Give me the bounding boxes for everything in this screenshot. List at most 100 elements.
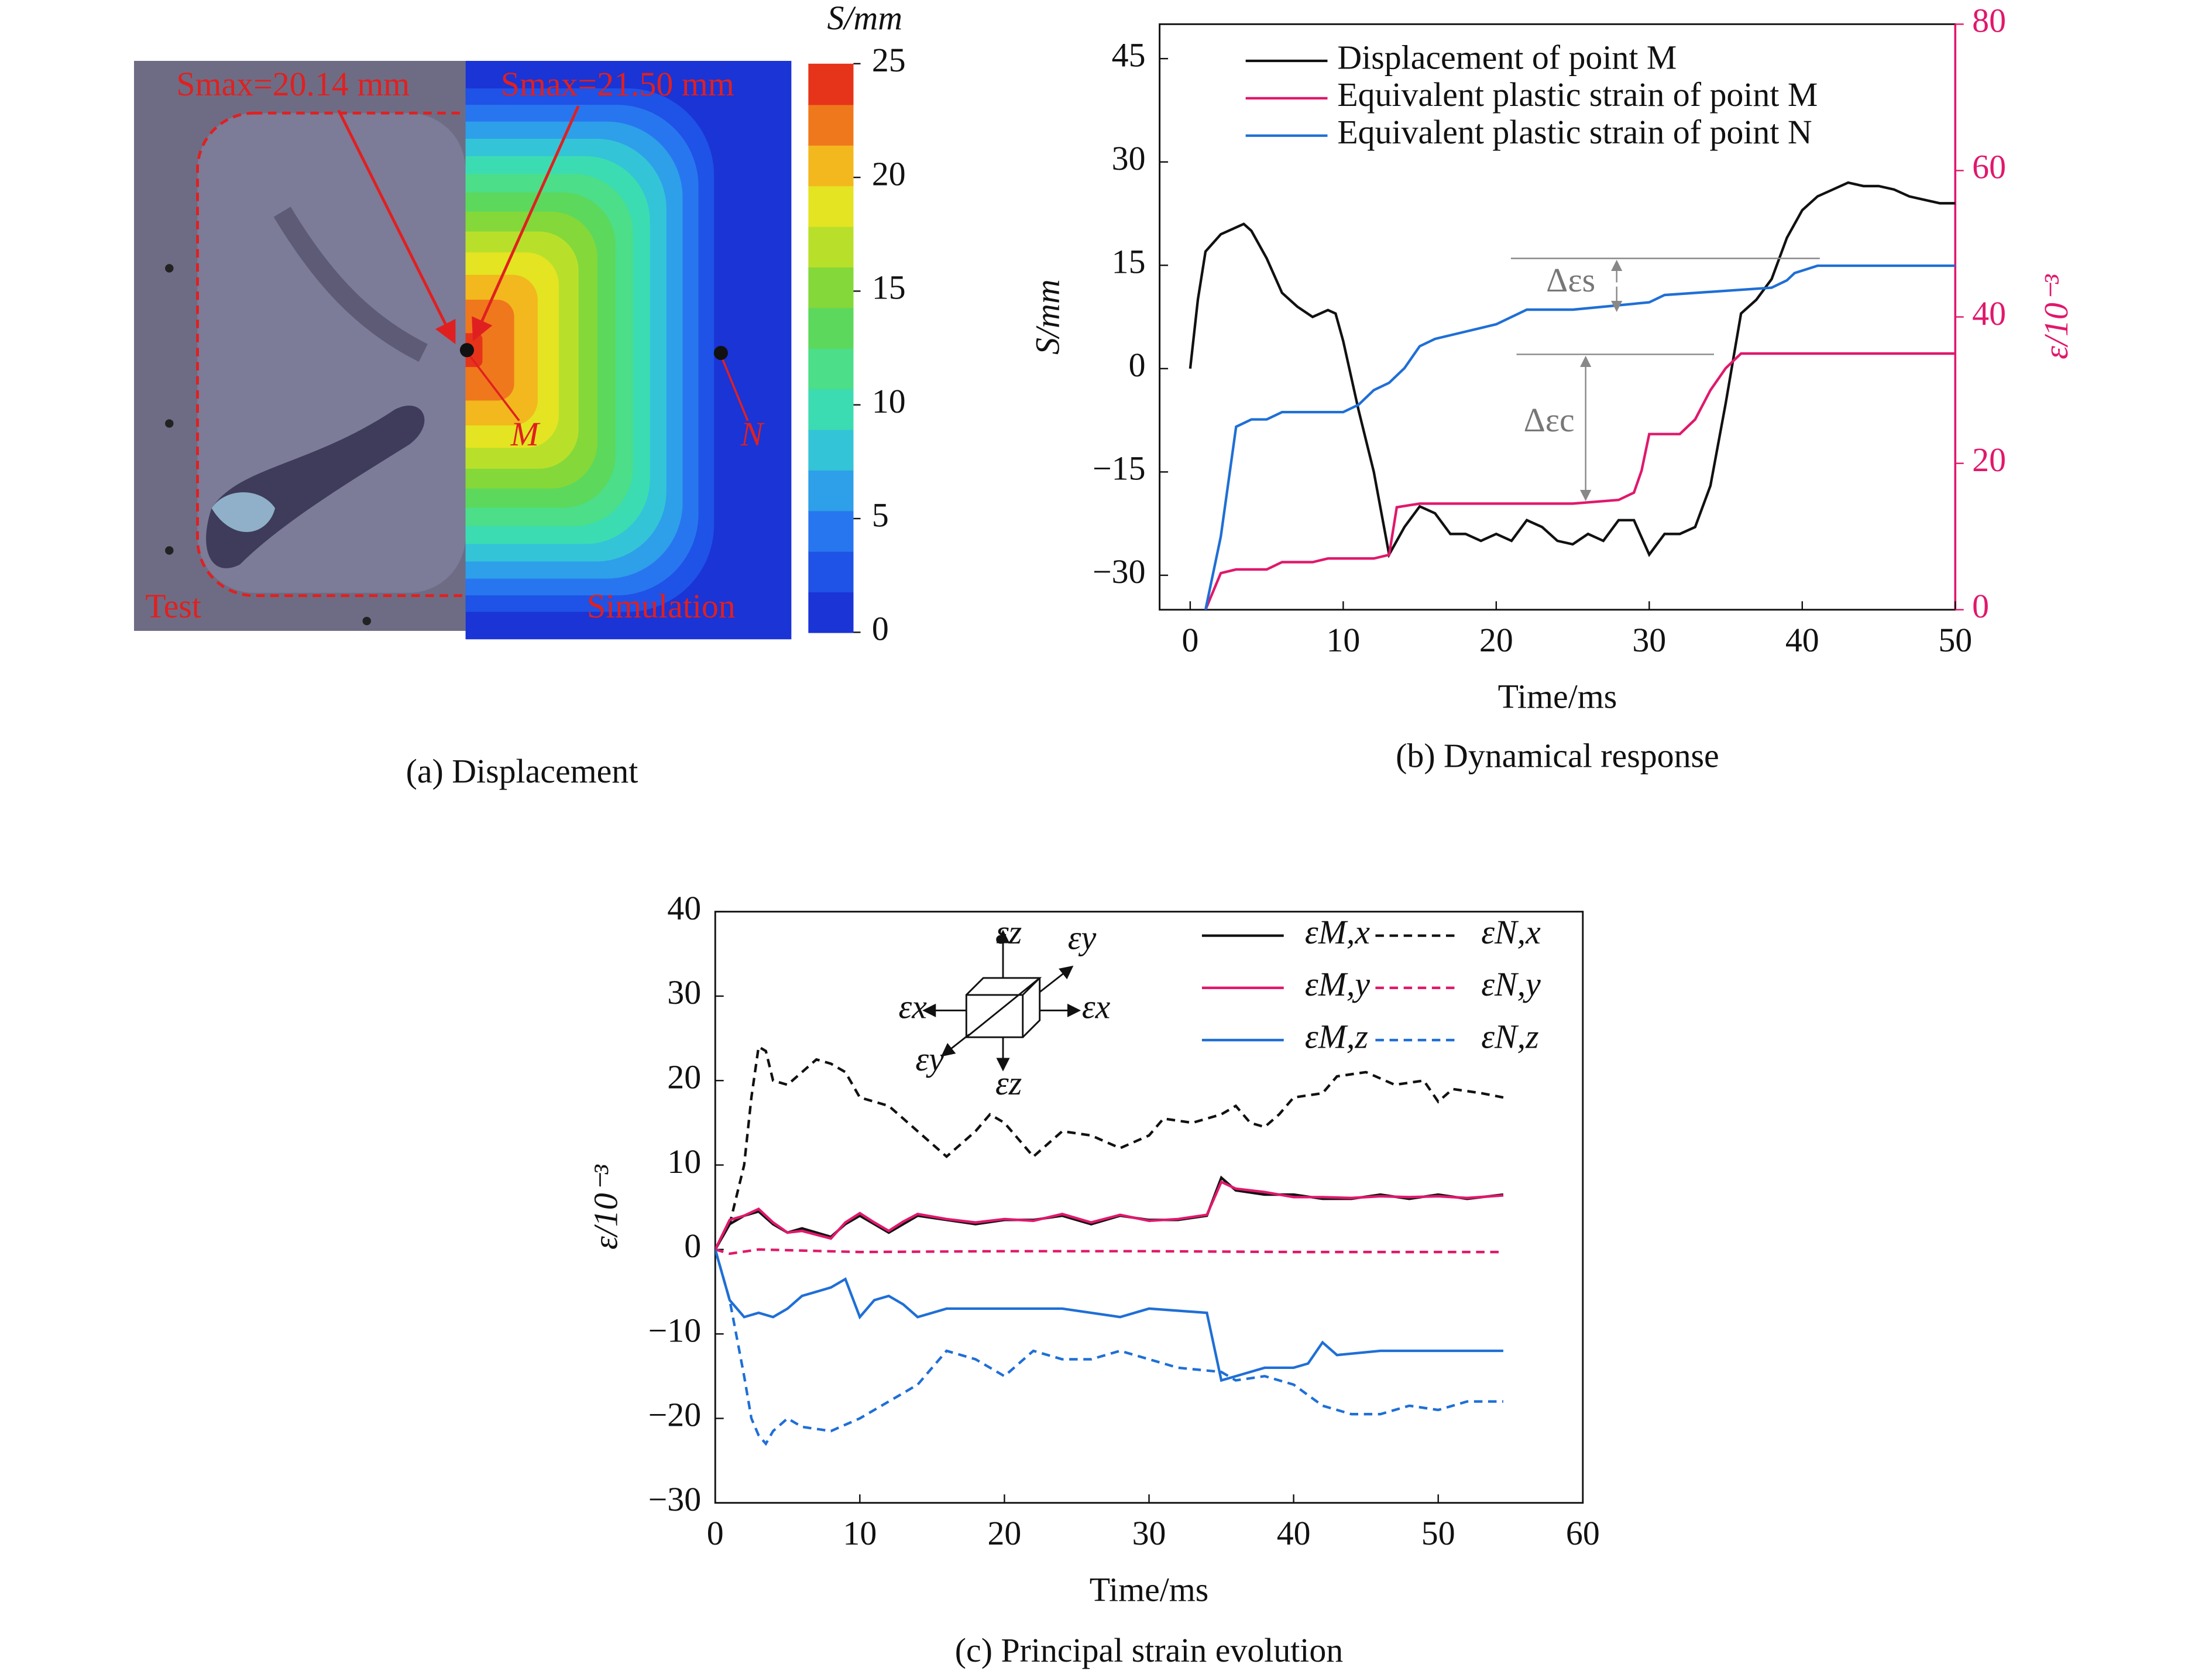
legend-label: εN,z <box>1481 1017 1538 1055</box>
x-tick-label: 0 <box>707 1514 724 1552</box>
y-axis-label: S/mm <box>1028 279 1066 355</box>
x-tick-label: 0 <box>1181 621 1198 659</box>
x-tick-label: 20 <box>988 1514 1022 1552</box>
legend-label: Displacement of point M <box>1337 38 1677 76</box>
colorbar-title: S/mm <box>827 0 902 37</box>
y2-tick-label: 0 <box>1972 587 1989 625</box>
colorbar-tick-label: 10 <box>872 382 906 420</box>
y-tick-label: −15 <box>1093 449 1145 488</box>
colorbar-segment <box>808 185 854 227</box>
annotation: Smax=21.50 mm <box>501 65 734 103</box>
y-tick-label: 15 <box>1112 243 1146 281</box>
inset-label: εz <box>995 1064 1022 1102</box>
y-tick-label: 0 <box>684 1227 701 1265</box>
y-axis-label: ε/10⁻³ <box>587 1164 625 1250</box>
series-line <box>1189 181 1956 558</box>
caption: (c) Principal strain evolution <box>955 1631 1344 1669</box>
annotation: Δεc <box>1524 401 1575 439</box>
y2-tick-label: 80 <box>1972 2 2006 40</box>
point-label: M <box>510 415 541 453</box>
legend-label: εN,y <box>1481 965 1541 1003</box>
y-tick-label: 30 <box>667 973 701 1011</box>
colorbar-segment <box>808 388 854 430</box>
colorbar-tick-label: 15 <box>872 269 906 307</box>
simulation-contour <box>465 60 792 640</box>
plot-frame <box>714 911 1584 1504</box>
caption: (a) Displacement <box>406 752 638 790</box>
colorbar-segment <box>808 591 854 633</box>
point-m <box>459 343 474 358</box>
series-line <box>715 1180 1504 1250</box>
plot-lines <box>715 1045 1504 1446</box>
series-line <box>1204 264 1956 610</box>
colorbar-segment <box>808 226 854 267</box>
y2-tick-label: 40 <box>1972 294 2006 332</box>
y-tick-label: −30 <box>1093 553 1145 591</box>
x-axis-label: Time/ms <box>1090 1570 1209 1608</box>
x-tick-label: 50 <box>1938 621 1972 659</box>
series-line <box>715 1249 1503 1382</box>
y-tick-label: −20 <box>648 1396 701 1434</box>
series-line <box>715 1045 1504 1250</box>
series-line <box>715 1175 1504 1250</box>
colorbar-segment <box>808 429 854 471</box>
x-tick-label: 10 <box>843 1514 877 1552</box>
y-tick-label: 45 <box>1112 36 1146 74</box>
colorbar-segment <box>808 469 854 512</box>
colorbar-tick-label: 5 <box>872 496 889 534</box>
y-tick-label: 10 <box>667 1142 701 1181</box>
x-tick-label: 60 <box>1566 1514 1600 1552</box>
colorbar-segment <box>808 104 854 146</box>
x-tick-label: 30 <box>1632 621 1666 659</box>
x-tick-label: 40 <box>1785 621 1819 659</box>
panel-label: Test <box>145 587 201 625</box>
legend-label: εM,z <box>1305 1017 1368 1055</box>
colorbar-tick-label: 25 <box>872 41 906 79</box>
caption: (b) Dynamical response <box>1396 737 1719 775</box>
series-line <box>1204 352 1956 610</box>
leader <box>469 355 520 421</box>
colorbar-segment <box>808 63 854 105</box>
test-photo <box>134 60 524 631</box>
x-tick-label: 10 <box>1326 621 1360 659</box>
colorbar-segment <box>808 551 854 593</box>
y2-tick-label: 20 <box>1972 441 2006 479</box>
legend-label: εN,x <box>1481 913 1541 951</box>
y-tick-label: 30 <box>1112 139 1146 177</box>
colorbar-segment <box>808 348 854 390</box>
inset-label: εz <box>995 913 1022 951</box>
inset-label: εx <box>898 988 927 1026</box>
y-tick-label: 20 <box>667 1058 701 1096</box>
y-tick-label: 0 <box>1129 346 1146 384</box>
colorbar-tick-label: 0 <box>872 610 889 648</box>
annotation: Smax=20.14 mm <box>176 65 410 103</box>
inset-label: εy <box>1068 919 1097 957</box>
y-tick-label: −30 <box>648 1480 701 1518</box>
legend-label: Equivalent plastic strain of point N <box>1337 113 1812 151</box>
annotation: Δεs <box>1546 261 1595 299</box>
inset-label: εx <box>1082 988 1111 1026</box>
x-tick-label: 40 <box>1277 1514 1311 1552</box>
leader <box>721 358 749 421</box>
x-tick-label: 20 <box>1479 621 1513 659</box>
colorbar-segment <box>808 307 854 349</box>
legend-label: εM,x <box>1305 913 1370 951</box>
series-line <box>715 1248 1503 1255</box>
x-axis-label: Time/ms <box>1498 677 1617 715</box>
y2-tick-label: 60 <box>1972 148 2006 186</box>
colorbar-tick-label: 20 <box>872 155 906 193</box>
series-line <box>715 1249 1503 1446</box>
plot-lines <box>1189 181 1956 610</box>
legend-label: Equivalent plastic strain of point M <box>1337 76 1818 114</box>
y-tick-label: 40 <box>667 889 701 927</box>
inset-cube <box>922 929 1081 1072</box>
point-label: N <box>740 415 765 453</box>
inset-arrow <box>941 1034 970 1057</box>
arrow <box>472 105 580 342</box>
colorbar-segment <box>808 145 854 187</box>
colorbar-segment <box>808 510 854 552</box>
inset-label: εy <box>915 1040 944 1078</box>
colorbar-segment <box>808 266 854 308</box>
x-tick-label: 50 <box>1421 1514 1455 1552</box>
